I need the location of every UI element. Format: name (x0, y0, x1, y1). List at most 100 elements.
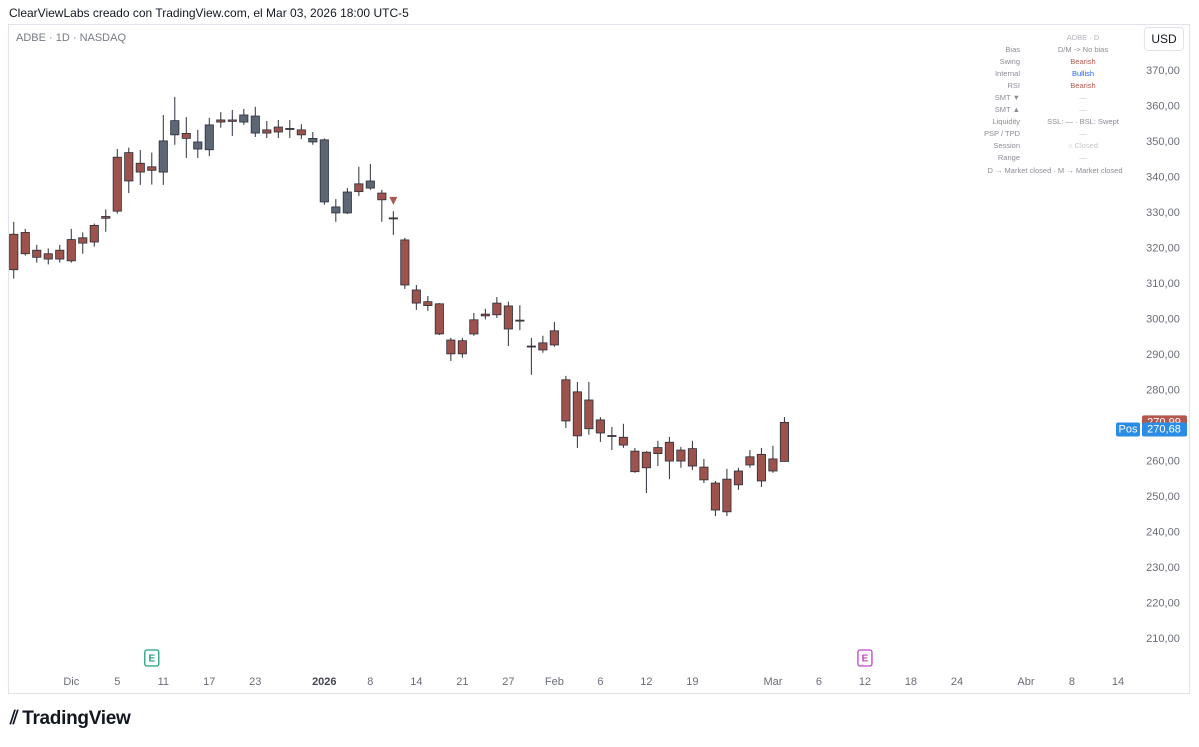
candle-body (411, 289, 421, 304)
x-tick-label: Mar (763, 676, 782, 688)
y-tick-label: 310,00 (1146, 278, 1180, 290)
candle-body (66, 239, 76, 262)
table-row: SMT ▲ — (970, 104, 1140, 116)
table-row: Bias D/M -> No bias (970, 44, 1140, 56)
candle-body (503, 305, 513, 330)
x-tick-label: 8 (367, 676, 373, 688)
candle-body (308, 137, 318, 143)
y-tick-label: 300,00 (1146, 313, 1180, 325)
y-tick-label: 260,00 (1146, 455, 1180, 467)
y-tick-label: 330,00 (1146, 207, 1180, 219)
table-footer: D → Market closed · M → Market closed (987, 166, 1123, 175)
table-header: ADBE · D (1066, 33, 1100, 42)
cell: SMT ▼ (994, 93, 1020, 102)
chart-frame (8, 24, 1190, 694)
candle-body (756, 453, 766, 482)
x-tick-label: 23 (249, 676, 261, 688)
candle-body (55, 249, 65, 260)
y-tick-label: 320,00 (1146, 242, 1180, 254)
y-tick-label: 290,00 (1146, 349, 1180, 361)
candle-body (641, 451, 651, 469)
earnings-badge (857, 649, 873, 667)
cell: Bias (1005, 45, 1020, 54)
y-tick-label: 280,00 (1146, 384, 1180, 396)
currency-button[interactable]: USD (1144, 27, 1184, 51)
candle-body (216, 119, 226, 123)
candle-body (469, 319, 479, 335)
candle-body (515, 319, 525, 322)
cell: Range (997, 153, 1020, 162)
x-tick-label: 2026 (312, 676, 336, 688)
x-tick-label: 6 (816, 676, 822, 688)
candle-body (457, 340, 467, 355)
brand-logo[interactable]: ⫽ TradingView (10, 708, 131, 730)
candle-body (434, 303, 444, 335)
info-table: ADBE · D Bias D/M -> No bias Swing Bearish… (970, 32, 1140, 178)
x-tick-label: 14 (410, 676, 422, 688)
candle-body (135, 162, 145, 173)
candle-body (239, 114, 249, 123)
cell: ○ Closed (1068, 141, 1098, 150)
table-row: Session ○ Closed (970, 140, 1140, 152)
table-row: PSP / TPD — (970, 128, 1140, 140)
cell: Internal (994, 69, 1020, 78)
brand-name: TradingView (22, 708, 131, 729)
candle-body (768, 458, 778, 472)
candle-body (653, 447, 663, 455)
candle-body (710, 482, 720, 511)
candle-body (170, 120, 180, 136)
earnings-marker: E (857, 649, 873, 667)
candle-body (538, 342, 548, 351)
cell: — (1079, 93, 1087, 102)
candle-body (342, 191, 352, 214)
candle-body (687, 448, 697, 467)
candle-body (181, 133, 191, 139)
cell: Bearish (1070, 81, 1096, 90)
position-tag (1142, 422, 1187, 437)
candle-body (492, 302, 502, 316)
cell: RSI (1007, 81, 1020, 90)
candle-body (43, 253, 53, 260)
cell: — (1079, 129, 1087, 138)
cell: Swing (999, 57, 1020, 66)
x-tick-label: 8 (1069, 676, 1075, 688)
cell: SMT ▲ (994, 105, 1020, 114)
candle-body (446, 339, 456, 355)
y-tick-label: 370,00 (1146, 65, 1180, 77)
cell: Bullish (1071, 69, 1095, 78)
position-name-tag (1116, 422, 1140, 437)
chart-title: ADBE · 1D · NASDAQ (16, 32, 126, 44)
cell: — (1079, 105, 1087, 114)
x-tick-label: 11 (158, 676, 169, 688)
x-tick-label: 24 (951, 676, 963, 688)
candle-body (112, 156, 122, 212)
x-tick-label: 19 (686, 676, 698, 688)
candle-body (365, 180, 375, 189)
x-tick-label: 12 (859, 676, 871, 688)
earnings-label: E (862, 654, 869, 665)
candle-body (676, 449, 686, 462)
candle-body (400, 239, 410, 286)
earnings-badge (144, 649, 160, 667)
caption: ClearViewLabs creado con TradingView.com… (9, 6, 409, 20)
candle-body (354, 183, 364, 193)
candle-body (480, 313, 490, 317)
candle-body (377, 192, 387, 201)
cell: Bearish (1070, 57, 1096, 66)
candle-body (9, 233, 19, 271)
table-row: Liquidity SSL: — · BSL: Swept (970, 116, 1140, 128)
y-tick-label: 340,00 (1146, 171, 1180, 183)
candle-body (618, 436, 628, 446)
candle-body (779, 422, 789, 462)
candle-body (630, 450, 640, 473)
candle-body (20, 232, 30, 255)
candle-body (296, 129, 306, 136)
x-tick-label: 17 (203, 676, 215, 688)
x-tick-label: Feb (545, 676, 564, 688)
candle-body (204, 124, 214, 151)
candle-body (158, 140, 168, 173)
y-tick-label: 210,00 (1146, 633, 1180, 645)
cell: SSL: — · BSL: Swept (1047, 117, 1119, 126)
